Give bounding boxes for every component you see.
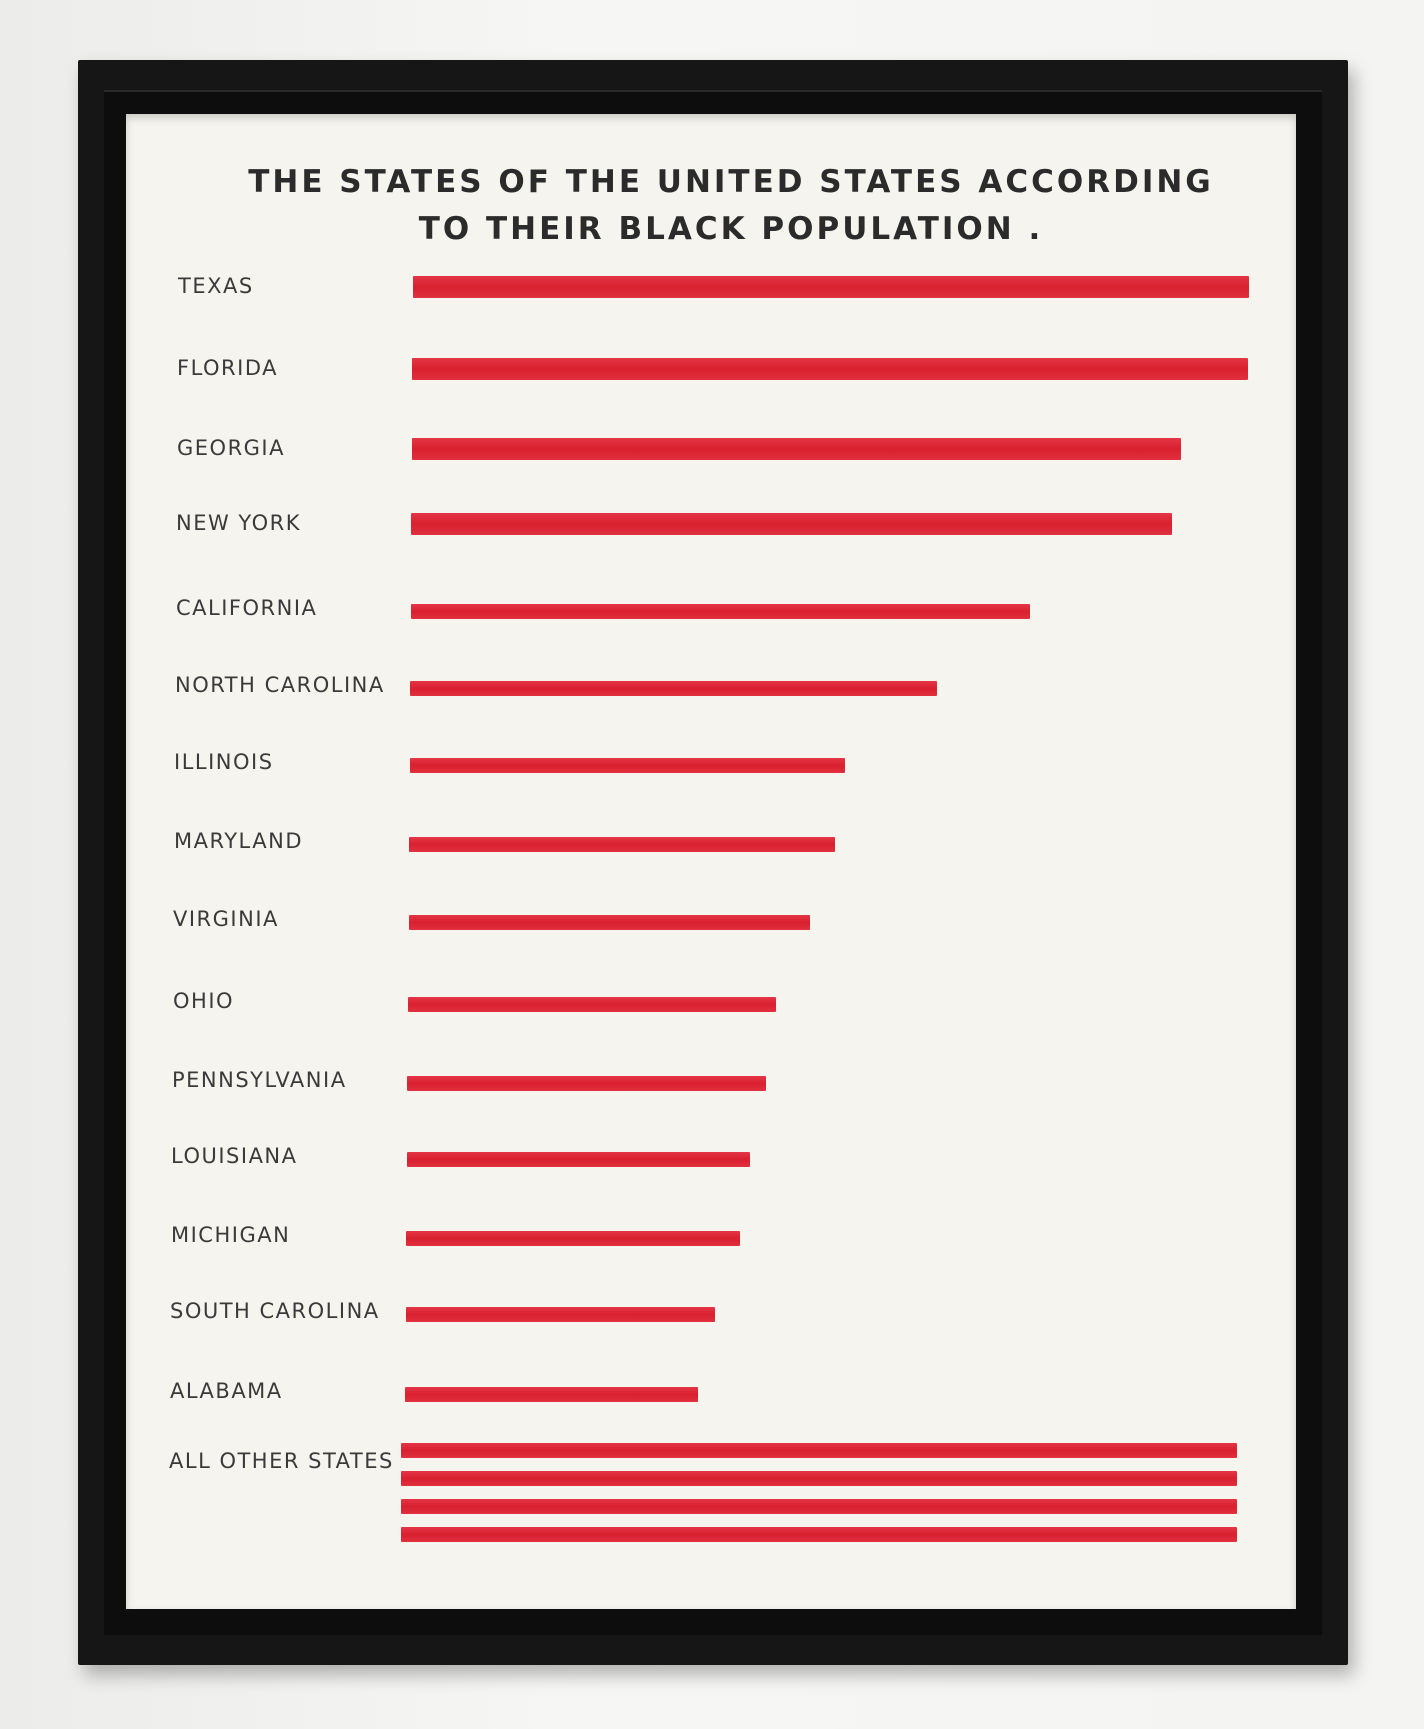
chart-title-line-1: THE STATES OF THE UNITED STATES ACCORDIN… (248, 164, 1214, 200)
category-label: PENNSYLVANIA (172, 1068, 347, 1092)
category-label: CALIFORNIA (176, 596, 318, 620)
bar-all-other-states-row (401, 1471, 1237, 1486)
category-label: ALL OTHER STATES (169, 1449, 394, 1473)
category-label: VIRGINIA (173, 907, 279, 931)
bar-all-other-states-row (401, 1527, 1237, 1542)
category-label: MICHIGAN (171, 1223, 291, 1247)
bar-florida (412, 358, 1248, 380)
bar-virginia (409, 915, 810, 930)
bar-georgia (412, 438, 1181, 460)
category-label: MARYLAND (174, 829, 303, 853)
category-label: SOUTH CAROLINA (170, 1299, 380, 1323)
bar-all-other-states-row (401, 1443, 1237, 1458)
bar-louisiana (407, 1152, 750, 1167)
category-label: FLORIDA (177, 356, 279, 380)
bar-maryland (409, 837, 835, 852)
bar-south-carolina (406, 1307, 715, 1322)
category-label: LOUISIANA (171, 1144, 298, 1168)
chart-title-line-2: TO THEIR BLACK POPULATION . (418, 211, 1044, 247)
bar-california (411, 604, 1030, 619)
category-label: NEW YORK (176, 511, 301, 535)
bar-ohio (408, 997, 776, 1012)
bar-north-carolina (410, 681, 937, 696)
category-label: TEXAS (178, 274, 254, 298)
chart-paper: THE STATES OF THE UNITED STATES ACCORDIN… (126, 114, 1296, 1609)
bar-all-other-states-row (401, 1499, 1237, 1514)
bar-michigan (406, 1231, 740, 1246)
category-label: OHIO (173, 989, 235, 1013)
bar-texas (413, 276, 1249, 298)
category-label: GEORGIA (177, 436, 285, 460)
category-label: NORTH CAROLINA (175, 673, 385, 697)
category-label: ALABAMA (170, 1379, 283, 1403)
bar-pennsylvania (407, 1076, 766, 1091)
bar-illinois (410, 758, 845, 773)
bar-new-york (411, 513, 1172, 535)
bar-alabama (405, 1387, 698, 1402)
category-label: ILLINOIS (174, 750, 274, 774)
